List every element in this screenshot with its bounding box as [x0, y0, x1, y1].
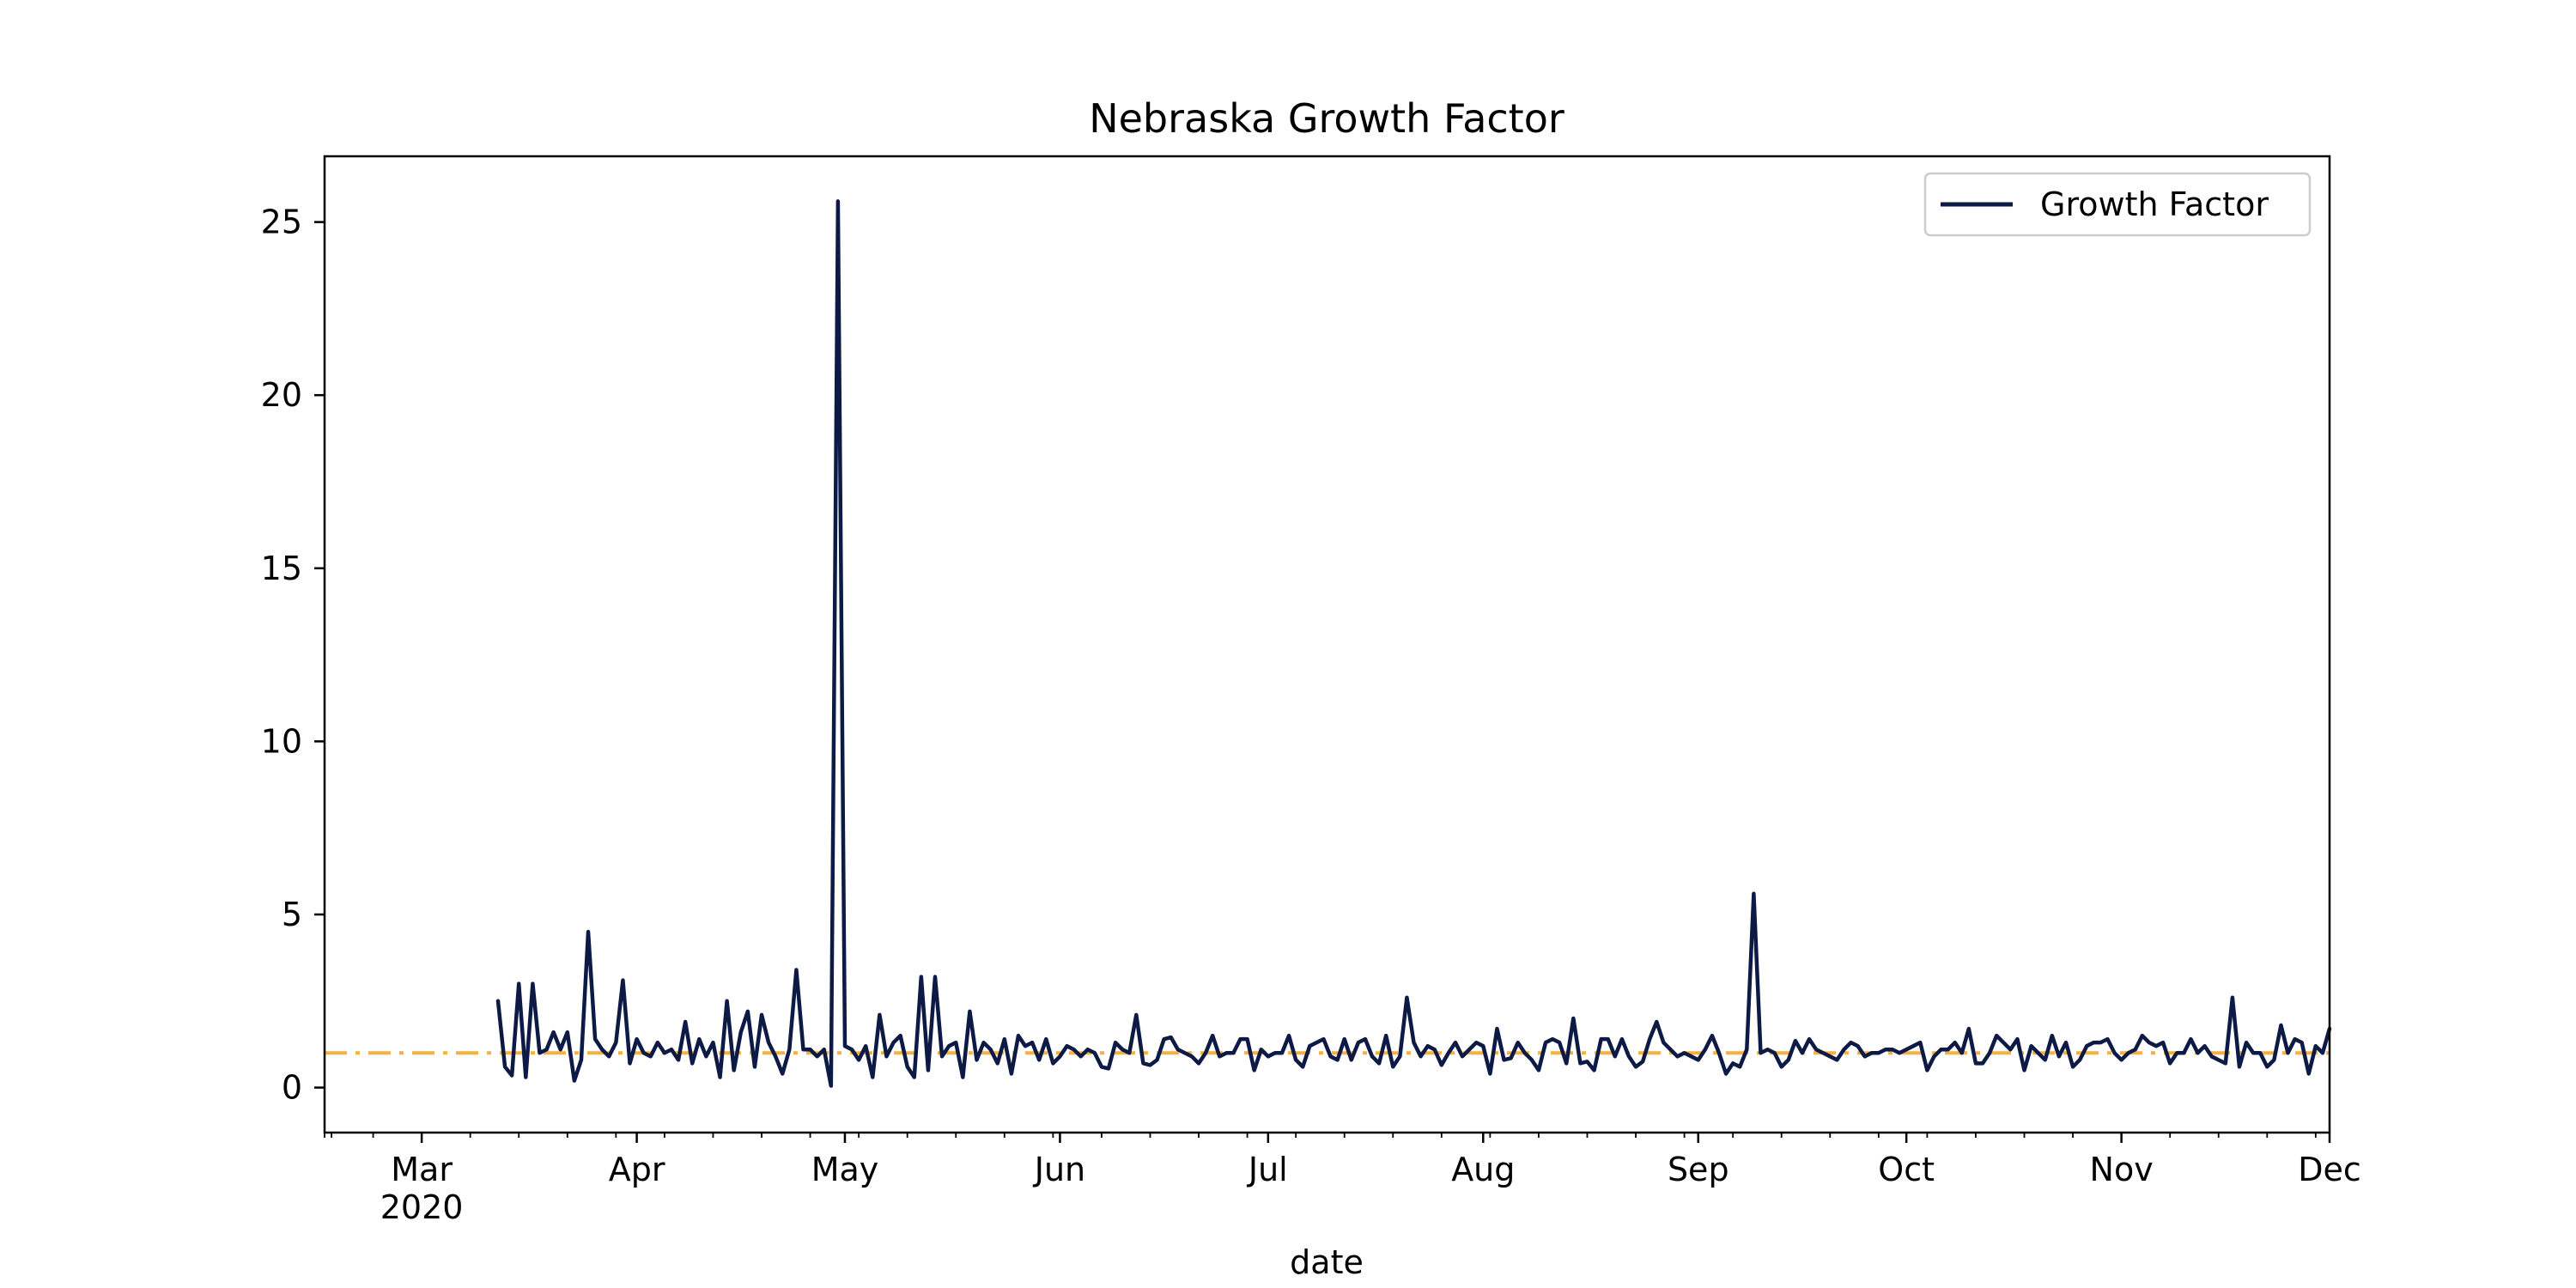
- y-axis: 0 5 10 15 20 25: [261, 204, 325, 1107]
- legend-box: [1923, 172, 2312, 237]
- x-tick-sublabel: 2020: [380, 1188, 464, 1226]
- y-tick-label: 20: [261, 376, 302, 414]
- y-tick-label: 0: [282, 1069, 302, 1107]
- legend: Growth Factor: [1923, 172, 2312, 237]
- y-tick-label: 5: [282, 896, 302, 933]
- y-tick-label: 25: [261, 204, 302, 241]
- x-axis-label: date: [1290, 1243, 1364, 1281]
- x-tick-label: Mar: [391, 1151, 453, 1188]
- plot-area: [325, 199, 2332, 1088]
- series-line-growth-factor: [495, 199, 2332, 1088]
- x-tick-label: May: [811, 1151, 879, 1188]
- chart-title: Nebraska Growth Factor: [1089, 95, 1564, 142]
- x-tick-label: Aug: [1451, 1151, 1515, 1188]
- axes-frame: [323, 155, 2331, 1134]
- y-tick-label: 10: [261, 722, 302, 760]
- x-tick-label: Jul: [1247, 1151, 1288, 1188]
- x-tick-label: Apr: [609, 1151, 665, 1188]
- x-tick-label: Dec: [2298, 1151, 2361, 1188]
- x-tick-label: Jun: [1033, 1151, 1085, 1188]
- x-tick-label: Oct: [1878, 1151, 1935, 1188]
- y-tick-label: 15: [261, 550, 302, 587]
- legend-label: Growth Factor: [2040, 185, 2269, 223]
- x-tick-label: Sep: [1668, 1151, 1729, 1188]
- x-tick-label: Nov: [2090, 1151, 2154, 1188]
